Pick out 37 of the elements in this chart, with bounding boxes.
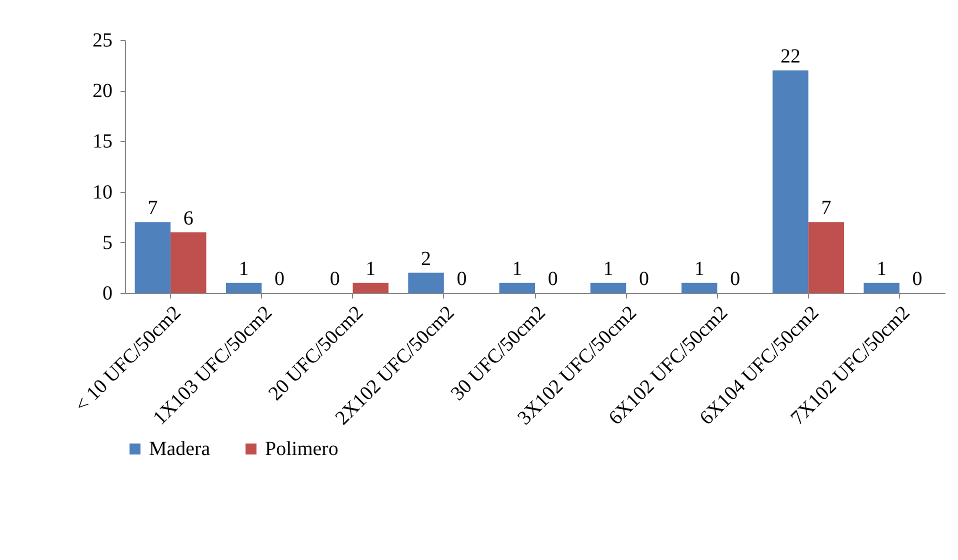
data-label: 0 [330, 268, 340, 290]
y-tick-label: 20 [92, 80, 112, 102]
data-label: 7 [148, 197, 158, 220]
data-label: 2 [421, 248, 432, 270]
legend-label: Madera [149, 438, 210, 460]
bar [864, 282, 900, 293]
bar [170, 232, 206, 293]
data-label: 0 [274, 268, 285, 290]
data-label: 6 [183, 207, 194, 230]
bar [226, 282, 262, 293]
y-tick-label: 15 [92, 130, 112, 153]
data-label: 0 [912, 268, 922, 290]
data-label: 0 [730, 268, 740, 290]
bar [590, 282, 626, 293]
bar [808, 222, 844, 293]
y-tick-label: 10 [92, 181, 112, 204]
data-label: 0 [548, 268, 558, 290]
bar [408, 272, 444, 293]
data-label: 1 [238, 258, 249, 280]
data-label: 0 [456, 268, 467, 290]
bar [681, 282, 718, 293]
data-label: 1 [876, 258, 887, 280]
bar [352, 282, 389, 293]
data-label: 1 [694, 258, 704, 280]
y-tick-label: 0 [102, 282, 112, 304]
data-label: 1 [512, 258, 522, 280]
legend-label: Polimero [265, 438, 338, 460]
data-label: 0 [638, 268, 649, 290]
y-tick-label: 25 [92, 30, 112, 52]
data-label: 1 [366, 258, 376, 280]
y-tick-label: 5 [102, 232, 112, 254]
data-label: 22 [780, 45, 800, 68]
data-label: 1 [603, 258, 614, 280]
data-label: 7 [821, 197, 832, 220]
bar [499, 282, 535, 293]
bar [134, 222, 171, 293]
bar [772, 70, 808, 293]
